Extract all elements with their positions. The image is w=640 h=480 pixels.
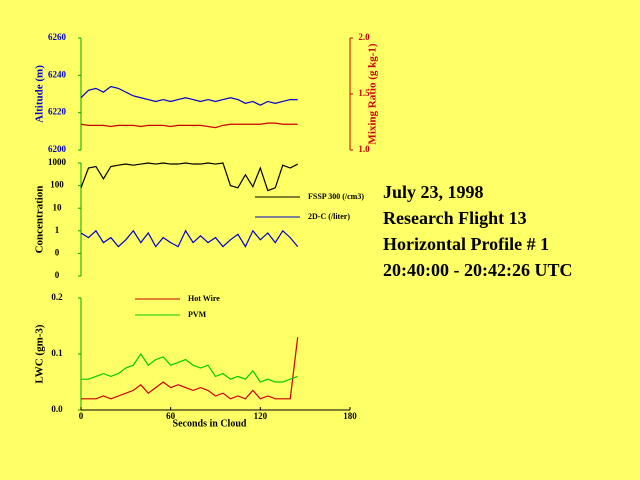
caption-line: 20:40:00 - 20:42:26 UTC bbox=[383, 260, 572, 280]
y2-tick-label: 1.0 bbox=[358, 144, 370, 154]
x-axis-label: Seconds in Cloud bbox=[173, 418, 247, 429]
x-tick-label: 180 bbox=[343, 411, 357, 421]
series-line bbox=[80, 122, 298, 129]
y-tick-label: 1 bbox=[55, 225, 60, 235]
y2-tick-label: 1.5 bbox=[358, 88, 370, 98]
y-tick-label: 0 bbox=[55, 270, 60, 280]
y-tick-label: 100 bbox=[50, 180, 64, 190]
series-line bbox=[80, 229, 299, 248]
y-tick-label: 0.0 bbox=[51, 404, 63, 414]
series-line bbox=[80, 162, 298, 192]
y-axis-label: Concentration bbox=[34, 186, 46, 254]
y2-axis-label: Mixing Ratio (g kg-1) bbox=[367, 43, 379, 144]
series-line bbox=[81, 352, 298, 383]
y-tick-label: 10 bbox=[53, 202, 63, 212]
x-tick-label: 0 bbox=[79, 411, 84, 421]
legend-label: Hot Wire bbox=[188, 294, 220, 303]
y-tick-label: 6220 bbox=[48, 107, 67, 117]
x-tick-label: 120 bbox=[254, 411, 268, 421]
series-line bbox=[80, 85, 298, 106]
y-tick-label: 0 bbox=[55, 247, 60, 257]
legend-label: PVM bbox=[188, 310, 207, 319]
y-tick-label: 0.2 bbox=[51, 292, 63, 302]
y-tick-label: 6200 bbox=[48, 144, 67, 154]
y2-tick-label: 2.0 bbox=[358, 32, 370, 42]
legend-label: 2D-C (/liter) bbox=[308, 212, 350, 221]
y-tick-label: 6240 bbox=[48, 69, 67, 79]
caption-line: Horizontal Profile # 1 bbox=[383, 234, 549, 254]
y-tick-label: 6260 bbox=[48, 32, 67, 42]
series-line bbox=[81, 337, 299, 400]
y-tick-label: 0.1 bbox=[51, 348, 63, 358]
legend-label: FSSP 300 (/cm3) bbox=[308, 192, 364, 201]
y-tick-label: 1000 bbox=[48, 157, 67, 167]
y-axis-label: LWC (gm-3) bbox=[34, 324, 46, 384]
x-tick-label: 60 bbox=[166, 411, 176, 421]
caption-line: July 23, 1998 bbox=[383, 182, 484, 202]
y-axis-label: Altitude (m) bbox=[34, 65, 46, 123]
caption-line: Research Flight 13 bbox=[383, 208, 527, 228]
